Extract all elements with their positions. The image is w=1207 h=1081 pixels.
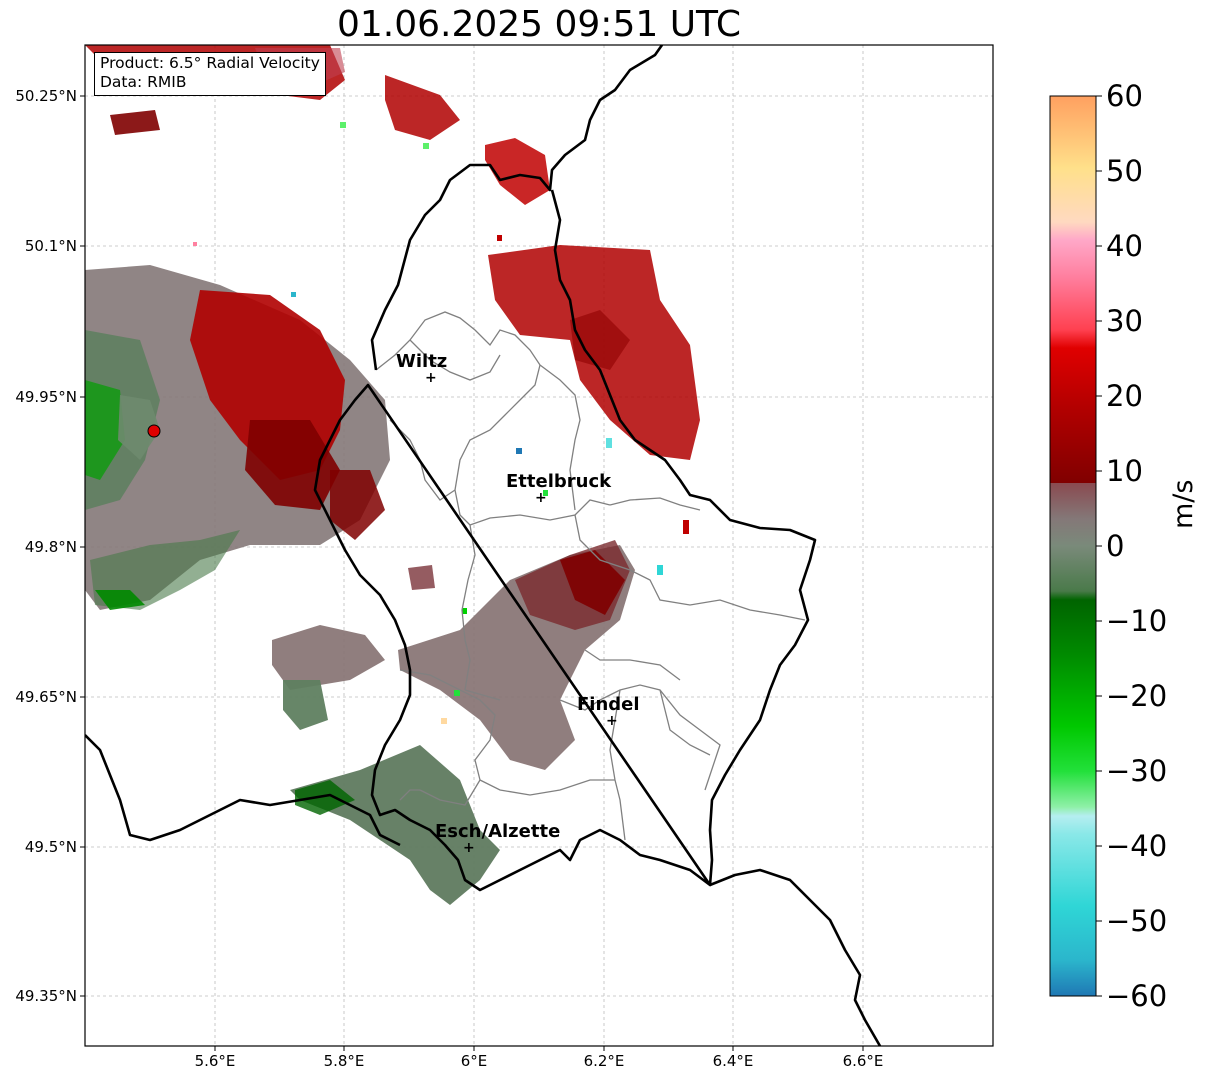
lat-tick-label: 49.5°N [24, 838, 77, 856]
echo-south-west [272, 625, 385, 690]
country-borders [85, 45, 882, 1046]
colorbar-tick-label: −30 [1106, 754, 1168, 788]
city-label-ettelbruck: Ettelbruck [506, 471, 612, 492]
lat-tick-label: 49.65°N [15, 688, 77, 706]
lat-tick-label: 50.25°N [15, 87, 77, 105]
product-label: Product: 6.5° Radial Velocity [100, 54, 320, 72]
colorbar-tick-label: −10 [1106, 604, 1168, 638]
lon-tick-label: 6°E [460, 1052, 488, 1070]
lat-tick-label: 50.1°N [24, 237, 77, 255]
colorbar-tick-label: 10 [1106, 454, 1143, 488]
colorbar-tick-label: −20 [1106, 679, 1168, 713]
lat-tick-label: 49.8°N [24, 538, 77, 556]
city-marker-findel: + [606, 713, 618, 729]
city-label-wiltz: Wiltz [396, 351, 448, 372]
info-box: Product: 6.5° Radial Velocity Data: RMIB [94, 52, 326, 96]
colorbar-tick-label: 60 [1106, 79, 1143, 113]
colorbar-tick-label: 30 [1106, 304, 1143, 338]
radar-site-marker [147, 424, 161, 438]
lon-tick-label: 6.6°E [842, 1052, 884, 1070]
lon-tick-label: 6.2°E [583, 1052, 625, 1070]
lat-tick-label: 49.35°N [15, 987, 77, 1005]
colorbar-tick-label: 40 [1106, 229, 1143, 263]
colorbar-tick-label: 20 [1106, 379, 1143, 413]
colorbar-tick-label: −60 [1106, 979, 1168, 1013]
lon-tick-label: 5.8°E [323, 1052, 365, 1070]
lon-tick-label: 6.4°E [712, 1052, 754, 1070]
colorbar-tick-label: 50 [1106, 154, 1143, 188]
map-title: 01.06.2025 09:51 UTC [336, 4, 742, 45]
map-frame [84, 44, 994, 1047]
city-label-esch-alzette: Esch/Alzette [435, 821, 561, 842]
city-marker-esch-alzette: + [463, 840, 475, 856]
source-label: Data: RMIB [100, 73, 187, 91]
colorbar-tick-label: 0 [1106, 529, 1125, 563]
colorbar-tick-label: −40 [1106, 829, 1168, 863]
lon-tick-label: 5.6°E [194, 1052, 236, 1070]
city-marker-wiltz: + [425, 370, 437, 386]
city-label-findel: Findel [577, 694, 640, 715]
lat-tick-label: 49.95°N [15, 388, 77, 406]
colorbar [1049, 95, 1097, 997]
radar-echoes [85, 45, 700, 905]
echo-north-center [385, 75, 460, 140]
colorbar-unit-label: m/s [1168, 479, 1199, 529]
colorbar-tick-label: −50 [1106, 904, 1168, 938]
canton-boundaries [375, 311, 806, 841]
city-marker-ettelbruck: + [535, 490, 547, 506]
echo-south [290, 745, 500, 905]
echo-north-east [485, 138, 550, 205]
